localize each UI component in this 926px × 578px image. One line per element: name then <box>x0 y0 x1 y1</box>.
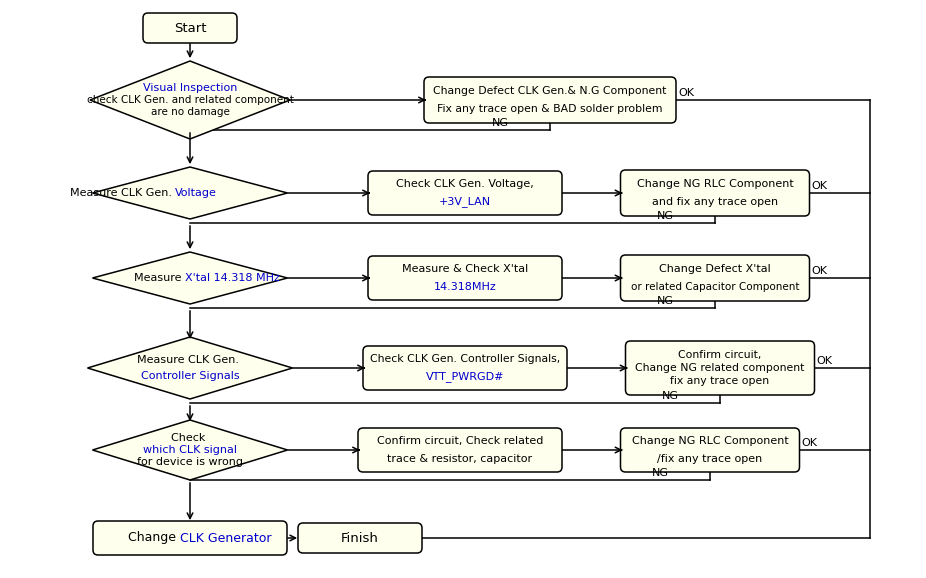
Text: Fix any trace open & BAD solder problem: Fix any trace open & BAD solder problem <box>437 104 663 114</box>
Text: Change NG RLC Component: Change NG RLC Component <box>637 179 794 189</box>
Text: fix any trace open: fix any trace open <box>670 376 770 386</box>
Text: 14.318MHz: 14.318MHz <box>433 282 496 292</box>
Text: CLK Generator: CLK Generator <box>180 532 271 544</box>
Text: OK: OK <box>811 266 828 276</box>
Text: NG: NG <box>492 118 508 128</box>
Polygon shape <box>87 337 293 399</box>
Text: Change NG RLC Component: Change NG RLC Component <box>632 436 788 446</box>
Text: NG: NG <box>661 391 679 401</box>
FancyBboxPatch shape <box>93 521 287 555</box>
Polygon shape <box>93 420 287 480</box>
Polygon shape <box>90 61 290 139</box>
FancyBboxPatch shape <box>620 170 809 216</box>
Text: which CLK signal: which CLK signal <box>143 445 237 455</box>
Text: OK: OK <box>802 438 818 448</box>
Polygon shape <box>93 167 287 219</box>
Text: /fix any trace open: /fix any trace open <box>657 454 763 464</box>
FancyBboxPatch shape <box>298 523 422 553</box>
Text: Check: Check <box>171 433 209 443</box>
Polygon shape <box>93 252 287 304</box>
FancyBboxPatch shape <box>424 77 676 123</box>
Text: Visual Inspection: Visual Inspection <box>143 83 237 93</box>
FancyBboxPatch shape <box>368 256 562 300</box>
Text: Start: Start <box>174 21 206 35</box>
Text: for device is wrong: for device is wrong <box>137 457 243 467</box>
Text: Measure CLK Gen.: Measure CLK Gen. <box>137 355 243 365</box>
FancyBboxPatch shape <box>368 171 562 215</box>
Text: Confirm circuit,: Confirm circuit, <box>679 350 762 360</box>
FancyBboxPatch shape <box>620 428 799 472</box>
Text: Check CLK Gen. Voltage,: Check CLK Gen. Voltage, <box>396 179 534 189</box>
Text: Confirm circuit, Check related: Confirm circuit, Check related <box>377 436 544 446</box>
FancyBboxPatch shape <box>625 341 815 395</box>
Text: trace & resistor, capacitor: trace & resistor, capacitor <box>387 454 532 464</box>
Text: OK: OK <box>817 356 832 366</box>
Text: OK: OK <box>811 181 828 191</box>
Text: NG: NG <box>657 296 673 306</box>
Text: Check CLK Gen. Controller Signals,: Check CLK Gen. Controller Signals, <box>369 354 560 364</box>
Text: are no damage: are no damage <box>151 107 230 117</box>
FancyBboxPatch shape <box>358 428 562 472</box>
FancyBboxPatch shape <box>363 346 567 390</box>
Text: or related Capacitor Component: or related Capacitor Component <box>631 282 799 292</box>
Text: +3V_LAN: +3V_LAN <box>439 197 491 208</box>
FancyBboxPatch shape <box>620 255 809 301</box>
Text: Finish: Finish <box>341 532 379 544</box>
Text: Change NG related component: Change NG related component <box>635 363 805 373</box>
Text: Measure: Measure <box>134 273 185 283</box>
Text: Change: Change <box>128 532 180 544</box>
Text: Measure CLK Gen.: Measure CLK Gen. <box>69 188 175 198</box>
Text: VTT_PWRGD#: VTT_PWRGD# <box>426 372 505 383</box>
Text: OK: OK <box>678 88 694 98</box>
Text: and fix any trace open: and fix any trace open <box>652 197 778 207</box>
Text: X'tal 14.318 MHz: X'tal 14.318 MHz <box>185 273 280 283</box>
FancyBboxPatch shape <box>143 13 237 43</box>
Text: NG: NG <box>652 468 669 478</box>
Text: Measure & Check X'tal: Measure & Check X'tal <box>402 264 528 274</box>
Text: Change Defect X'tal: Change Defect X'tal <box>659 264 770 274</box>
Text: Controller Signals: Controller Signals <box>141 371 239 381</box>
Text: NG: NG <box>657 211 673 221</box>
Text: Change Defect CLK Gen.& N.G Component: Change Defect CLK Gen.& N.G Component <box>433 86 667 96</box>
Text: Voltage: Voltage <box>175 188 217 198</box>
Text: check CLK Gen. and related component: check CLK Gen. and related component <box>86 95 294 105</box>
